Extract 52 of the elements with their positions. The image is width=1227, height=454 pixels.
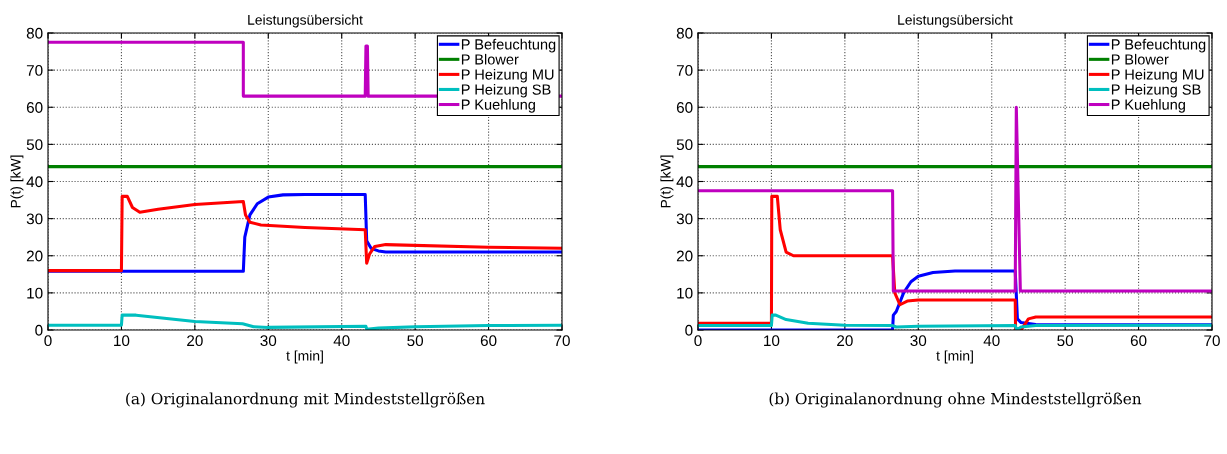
legend-label: P Kuehlung <box>461 99 535 113</box>
chart-title: Leistungsübersicht <box>898 14 1013 28</box>
x-tick-label: 20 <box>837 335 853 347</box>
y-tick-label: 70 <box>26 64 43 76</box>
x-tick-label: 10 <box>764 335 780 347</box>
y-tick-label: 60 <box>676 102 693 113</box>
x-tick-label: 40 <box>333 335 350 347</box>
text: (a) Originalanordnung mit Mindeststellgrößen <box>126 392 485 408</box>
legend-label: P Heizung MU <box>461 68 554 83</box>
y-tick-label: 40 <box>676 176 693 188</box>
y-tick-label: 20 <box>676 250 693 262</box>
x-tick-label: 40 <box>983 335 1000 347</box>
x-tick-label: 30 <box>910 335 927 347</box>
legend-label: P Heizung SB <box>1111 83 1201 98</box>
text: (b) Originalanordnung ohne Mindeststellgrößen <box>769 392 1142 408</box>
legend-label: P Blower <box>461 53 519 65</box>
legend-label: P Kuehlung <box>1111 99 1185 113</box>
y-tick-label: 50 <box>676 139 693 151</box>
y-tick-label: 30 <box>676 213 693 225</box>
y-tick-label: 0 <box>35 324 43 336</box>
chart-title: Leistungsübersicht <box>248 14 363 28</box>
y-tick-label: 40 <box>26 176 43 188</box>
x-axis-title: t [min] <box>936 350 973 364</box>
legend-label: P Heizung SB <box>461 83 551 98</box>
legend-label: P Blower <box>1111 53 1169 65</box>
y-tick-label: 0 <box>685 324 693 336</box>
y-tick-label: 10 <box>677 287 693 299</box>
y-tick-label: 10 <box>27 287 43 299</box>
x-tick-label: 70 <box>554 335 570 347</box>
y-tick-label: 80 <box>676 27 693 39</box>
legend-label: P Heizung MU <box>1111 68 1204 83</box>
x-tick-label: 20 <box>187 335 203 347</box>
legend-label: P Befeuchtung <box>461 38 556 53</box>
x-tick-label: 10 <box>114 335 130 347</box>
x-tick-label: 50 <box>407 335 424 347</box>
x-tick-label: 0 <box>44 335 52 347</box>
y-tick-label: 30 <box>26 213 43 225</box>
y-tick-label: 80 <box>26 27 43 39</box>
x-axis-title: t [min] <box>286 350 323 364</box>
y-tick-label: 50 <box>26 139 43 151</box>
legend-label: P Befeuchtung <box>1111 38 1206 53</box>
x-tick-label: 60 <box>480 335 497 347</box>
x-tick-label: 60 <box>1130 335 1147 347</box>
x-tick-label: 50 <box>1057 335 1074 347</box>
x-tick-label: 70 <box>1204 335 1220 347</box>
y-tick-label: 20 <box>26 250 43 262</box>
y-axis-title: P(t) [kW] <box>660 155 674 208</box>
x-tick-label: 0 <box>694 335 702 347</box>
y-tick-label: 60 <box>26 102 43 113</box>
x-tick-label: 30 <box>260 335 277 347</box>
y-axis-title: P(t) [kW] <box>10 155 24 208</box>
y-tick-label: 70 <box>676 64 693 76</box>
